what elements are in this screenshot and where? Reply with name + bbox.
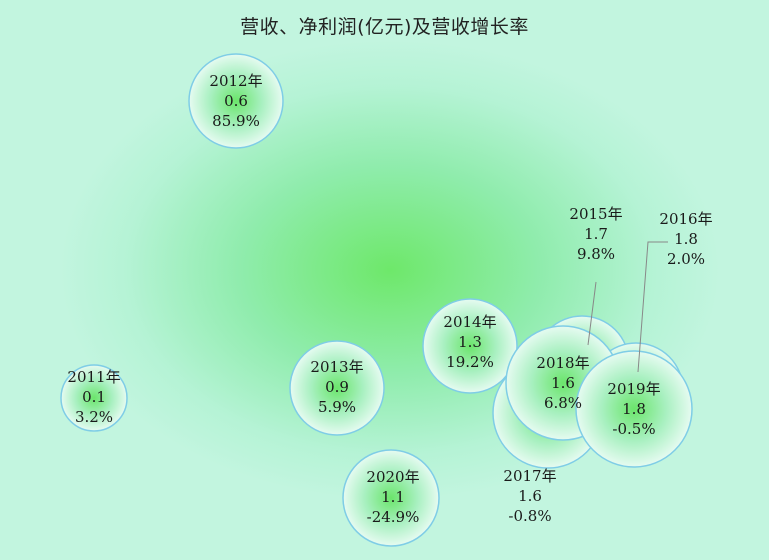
bubble-2012 [188,53,284,149]
leader-line-2016 [637,241,668,373]
year-label: 2018年 [536,354,589,372]
bubble-2020 [342,449,440,547]
profit-label: 1.3 [458,333,482,351]
growth-label: 85.9% [212,112,260,130]
profit-label: 0.6 [224,92,248,110]
growth-label: 19.2% [446,353,494,371]
profit-label: 1.1 [381,488,405,506]
year-label: 2016年 [659,210,712,228]
growth-label: -0.5% [612,420,655,438]
growth-label: 9.8% [577,245,615,263]
year-label: 2012年 [209,72,262,90]
year-label: 2019年 [607,380,660,398]
year-label: 2013年 [310,358,363,376]
profit-label: 1.6 [551,374,575,392]
leader-line-2015 [587,281,597,346]
year-label: 2015年 [569,205,622,223]
year-label: 2014年 [443,313,496,331]
profit-label: 0.1 [82,388,106,406]
profit-label: 0.9 [325,378,349,396]
growth-label: -0.8% [508,507,551,525]
profit-label: 1.8 [674,230,698,248]
growth-label: 3.2% [75,408,113,426]
profit-label: 1.6 [518,487,542,505]
chart-title: 营收、净利润(亿元)及营收增长率 [240,16,529,38]
growth-label: 6.8% [544,394,582,412]
growth-label: -24.9% [367,508,420,526]
bubble-2014 [422,298,518,394]
bubble-2019 [575,350,693,468]
year-label: 2020年 [366,468,419,486]
bubble-2011 [60,364,128,432]
growth-label: 2.0% [667,250,705,268]
year-label: 2017年 [503,467,556,485]
profit-label: 1.8 [622,400,646,418]
growth-label: 5.9% [318,398,356,416]
profit-label: 1.7 [584,225,608,243]
year-label: 2011年 [67,368,120,386]
bubble-2013 [289,340,385,436]
